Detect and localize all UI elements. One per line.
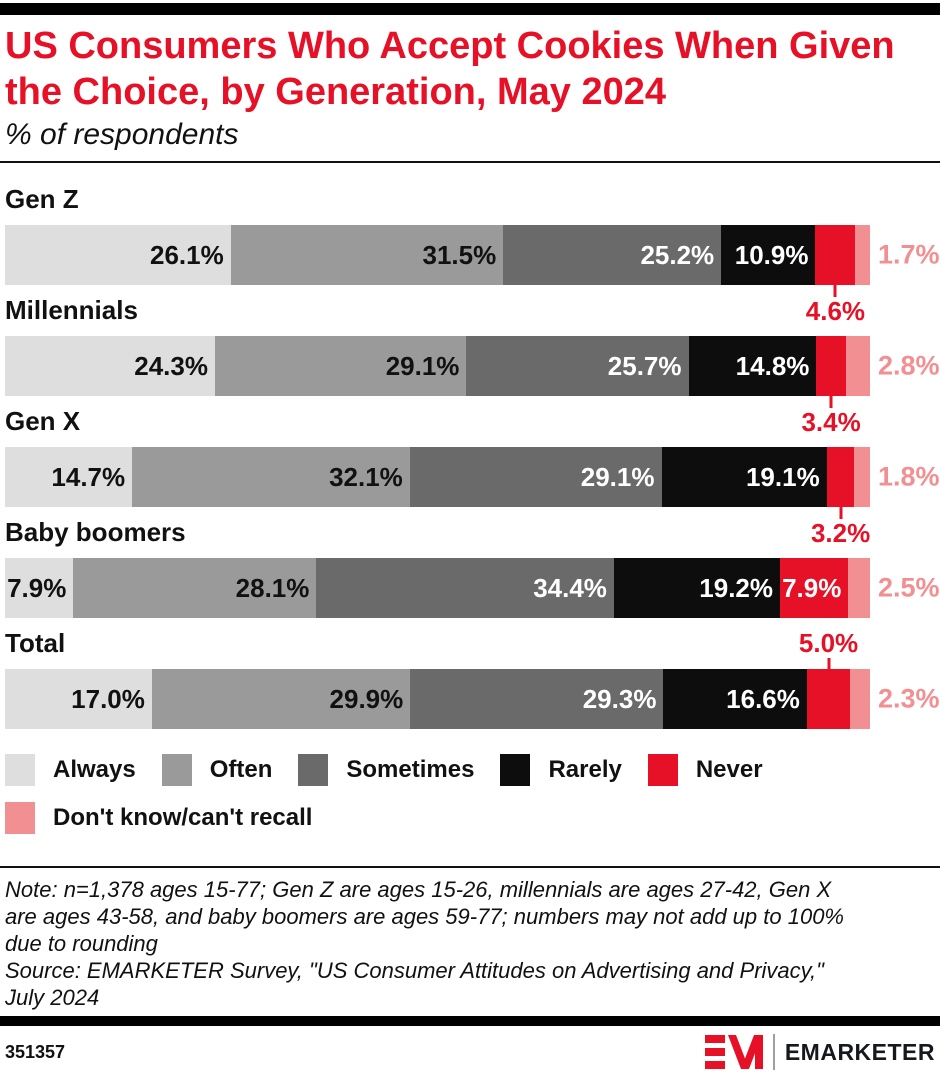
segment-always: 7.9% — [5, 558, 74, 618]
never-value-label: 3.2% — [810, 518, 871, 548]
legend-item-often: Often — [161, 754, 273, 786]
never-value-label: 3.4% — [801, 407, 861, 437]
never-value-label: 5.0% — [798, 628, 859, 658]
segment-rarely: 14.8% — [688, 336, 817, 396]
stacked-bar-total: 17.0% 29.9% 29.3% 16.6% 5.0% 2.3% — [5, 628, 940, 729]
legend-label-often: Often — [209, 756, 273, 783]
dont-know-value-label: 1.8% — [878, 461, 940, 492]
brand-name: EMARKETER — [784, 1038, 935, 1065]
legend-item-never: Never — [647, 754, 763, 786]
legend-label-sometimes: Sometimes — [346, 756, 475, 783]
category-label-gen-z: Gen Z — [5, 184, 79, 214]
note-divider — [0, 866, 940, 868]
segment-often: 32.1% — [132, 447, 410, 507]
chart-row-gen-z: Gen Z 26.1% 31.5% 25.2% 10.9% 4.6% 1.7% — [5, 184, 940, 326]
segment-don-t-know-can-t-recall — [845, 336, 870, 396]
note-and-source-text: Note: n=1,378 ages 15-77; Gen Z are ages… — [5, 877, 844, 1010]
legend-label-don-t-know-can-t-recall: Don't know/can't recall — [53, 804, 313, 831]
segment-never — [815, 225, 856, 285]
segment-never: 7.9% — [780, 558, 849, 618]
header: US Consumers Who Accept Cookies When Giv… — [0, 15, 940, 152]
never-callout-line — [839, 507, 843, 519]
chart-subtitle: % of respondents — [5, 118, 239, 151]
legend-swatch-sometimes — [298, 754, 329, 786]
legend-item-always: Always — [5, 754, 136, 786]
segment-always: 17.0% — [5, 669, 152, 729]
stacked-bar-baby-boomers: 7.9% 28.1% 34.4% 19.2% 7.9% 2.5% — [5, 558, 940, 618]
emarketer-logo-mark-icon — [704, 1035, 763, 1069]
chart-id: 351357 — [5, 1041, 66, 1062]
brand-divider — [772, 1034, 775, 1070]
legend-item-sometimes: Sometimes — [298, 754, 474, 786]
dont-know-value-label: 2.3% — [878, 683, 940, 714]
never-callout-line — [829, 396, 833, 408]
legend-swatch-often — [161, 754, 192, 786]
chart-row-gen-x: Gen X 14.7% 32.1% 29.1% 19.1% 3.2% 1.8% — [5, 406, 940, 548]
segment-always: 14.7% — [5, 447, 133, 507]
segment-rarely: 16.6% — [663, 669, 807, 729]
stacked-bar-gen-z: 26.1% 31.5% 25.2% 10.9% 4.6% 1.7% — [5, 225, 940, 326]
segment-sometimes: 29.1% — [409, 447, 662, 507]
legend-item-don-t-know-can-t-recall: Don't know/can't recall — [5, 802, 312, 834]
footer: 351357 EMARKETER — [0, 1026, 940, 1070]
legend-row-2: Don't know/can't recall — [5, 802, 940, 834]
segment-rarely: 10.9% — [721, 225, 816, 285]
segment-never — [826, 447, 855, 507]
legend-label-never: Never — [695, 756, 763, 783]
segment-sometimes: 34.4% — [316, 558, 614, 618]
never-callout-line — [827, 658, 831, 669]
segment-often: 29.1% — [214, 336, 467, 396]
legend-label-rarely: Rarely — [548, 756, 622, 783]
segment-often: 29.9% — [151, 669, 411, 729]
segment-sometimes: 29.3% — [410, 669, 664, 729]
never-callout-line — [833, 285, 837, 297]
header-divider — [0, 161, 940, 163]
chart: Gen Z 26.1% 31.5% 25.2% 10.9% 4.6% 1.7% Millenn… — [0, 185, 940, 729]
segment-don-t-know-can-t-recall — [854, 447, 870, 507]
dont-know-value-label: 2.8% — [878, 350, 940, 381]
stacked-bar-gen-x: 14.7% 32.1% 29.1% 19.1% 3.2% 1.8% — [5, 447, 940, 548]
category-label-baby-boomers: Baby boomers — [5, 517, 186, 547]
segment-often: 31.5% — [230, 225, 504, 285]
never-value-label: 4.6% — [805, 296, 866, 326]
top-accent-bar — [0, 3, 940, 15]
legend-swatch-don-t-know-can-t-recall — [5, 802, 35, 834]
segment-don-t-know-can-t-recall — [848, 558, 870, 618]
legend-row-1: Always Often Sometimes Rarely Never — [5, 754, 940, 786]
category-label-gen-x: Gen X — [5, 406, 81, 436]
legend-swatch-rarely — [500, 754, 531, 786]
brand-logo: EMARKETER — [704, 1034, 935, 1070]
footer-accent-bar — [0, 1016, 940, 1026]
legend-label-always: Always — [53, 756, 136, 783]
stacked-bar-millennials: 24.3% 29.1% 25.7% 14.8% 3.4% 2.8% — [5, 336, 940, 437]
segment-never — [816, 336, 846, 396]
segment-always: 26.1% — [5, 225, 231, 285]
chart-title: US Consumers Who Accept Cookies When Giv… — [5, 25, 895, 113]
dont-know-value-label: 1.7% — [878, 239, 940, 270]
segment-don-t-know-can-t-recall — [855, 225, 870, 285]
segment-often: 28.1% — [73, 558, 317, 618]
chart-row-baby-boomers: Baby boomers 7.9% 28.1% 34.4% 19.2% 7.9% 2.5% — [5, 518, 940, 618]
chart-row-total: Total 17.0% 29.9% 29.3% 16.6% 5.0% 2.3% — [5, 628, 940, 729]
segment-don-t-know-can-t-recall — [850, 669, 870, 729]
legend-swatch-always — [5, 754, 35, 786]
segment-always: 24.3% — [5, 336, 215, 396]
category-label-millennials: Millennials — [5, 295, 138, 325]
segment-never — [806, 669, 851, 729]
segment-sometimes: 25.2% — [503, 225, 722, 285]
segment-rarely: 19.2% — [613, 558, 781, 618]
legend-item-rarely: Rarely — [500, 754, 622, 786]
legend: Always Often Sometimes Rarely Never Don't kno… — [0, 754, 940, 834]
legend-swatch-never — [647, 754, 678, 786]
category-label-total: Total — [5, 628, 66, 658]
segment-rarely: 19.1% — [661, 447, 827, 507]
dont-know-value-label: 2.5% — [878, 572, 940, 603]
chart-row-millennials: Millennials 24.3% 29.1% 25.7% 14.8% 3.4% 2.8% — [5, 295, 940, 437]
segment-sometimes: 25.7% — [466, 336, 689, 396]
